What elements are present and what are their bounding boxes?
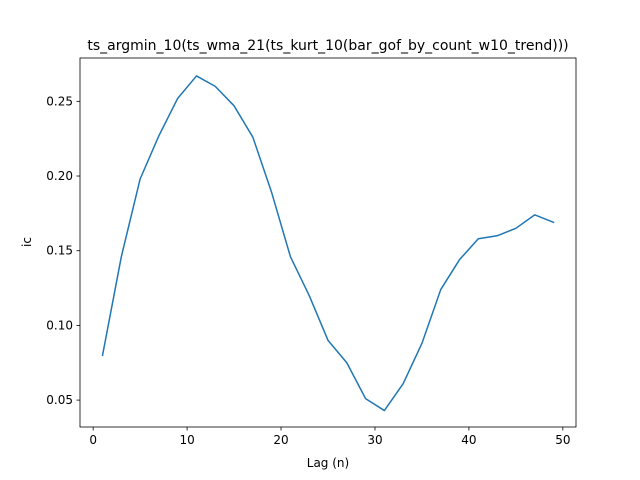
x-axis-ticks: 0 10 20 30 40 50 xyxy=(89,427,570,447)
y-tick-label: 0.05 xyxy=(46,393,73,407)
series-line xyxy=(101,75,555,412)
y-tick-label: 0.25 xyxy=(46,94,73,108)
x-tick-label: 30 xyxy=(367,433,382,447)
x-tick-label: 50 xyxy=(555,433,570,447)
x-tick-label: 10 xyxy=(179,433,194,447)
y-tick-label: 0.20 xyxy=(46,169,73,183)
y-axis-ticks: 0.05 0.10 0.15 0.20 0.25 xyxy=(46,94,80,407)
chart-title: ts_argmin_10(ts_wma_21(ts_kurt_10(bar_go… xyxy=(87,38,568,54)
x-tick-label: 40 xyxy=(461,433,476,447)
y-axis-label: ic xyxy=(20,237,34,247)
plot-frame xyxy=(79,57,577,428)
x-tick-label: 0 xyxy=(89,433,97,447)
y-tick-label: 0.10 xyxy=(46,318,73,332)
y-tick-label: 0.15 xyxy=(46,244,73,258)
x-axis-label: Lag (n) xyxy=(307,456,349,470)
x-tick-label: 20 xyxy=(273,433,288,447)
